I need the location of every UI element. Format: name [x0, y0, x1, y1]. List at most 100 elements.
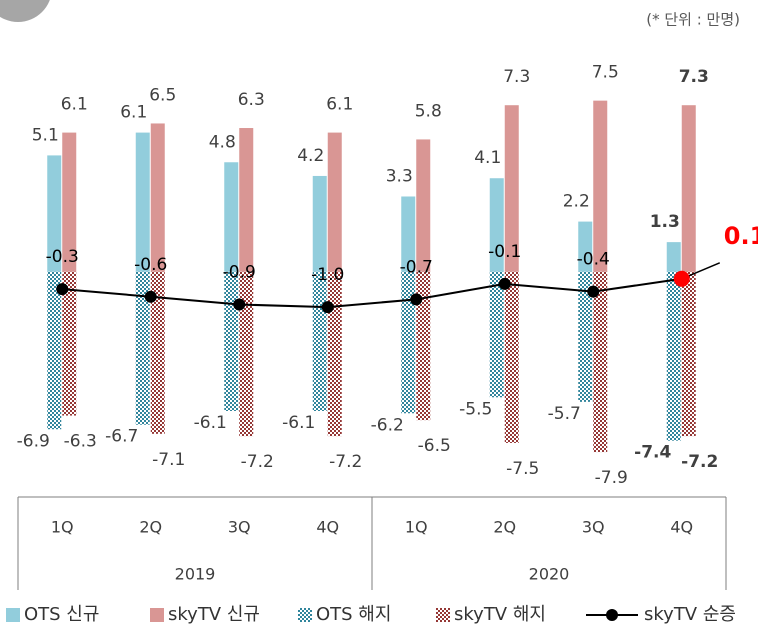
data-label: -1.0 [311, 265, 344, 285]
bar [135, 132, 150, 272]
data-label: 4.2 [297, 146, 324, 166]
bar [239, 128, 254, 272]
x-tick-label: 1Q [405, 518, 428, 537]
data-label: -5.7 [548, 404, 581, 424]
legend-swatch [436, 608, 450, 622]
marker [587, 285, 600, 298]
x-tick-label: 4Q [316, 518, 339, 537]
x-tick-label: 4Q [670, 518, 693, 537]
x-tick-label: 3Q [582, 518, 605, 537]
data-label: -7.2 [241, 452, 274, 472]
marker [673, 270, 690, 287]
data-label: 6.1 [326, 95, 353, 115]
legend-swatch [298, 608, 312, 622]
data-label: -7.2 [329, 452, 362, 472]
data-label: 0.1 [724, 222, 758, 250]
legend-label: skyTV 해지 [454, 604, 546, 625]
data-label: 6.1 [61, 95, 88, 115]
bar [416, 271, 431, 421]
group-label: 2020 [529, 565, 570, 584]
bar [312, 175, 327, 272]
data-label: 4.1 [474, 148, 501, 168]
bar [224, 162, 239, 272]
data-label: -6.7 [105, 427, 138, 447]
bar [62, 271, 77, 416]
data-label: 6.5 [149, 85, 176, 105]
data-label: 1.3 [650, 212, 680, 232]
data-label: -7.9 [595, 468, 628, 488]
bar [681, 271, 696, 437]
decoration [0, 0, 50, 22]
group-label: 2019 [175, 565, 216, 584]
bar [401, 196, 416, 272]
data-label: 6.1 [120, 103, 147, 123]
bar [666, 242, 681, 272]
marker [233, 298, 246, 311]
data-label: 3.3 [386, 166, 413, 186]
data-label: -6.1 [282, 413, 315, 433]
data-label: 7.5 [592, 63, 619, 83]
bar [593, 271, 608, 453]
unit-note: (* 단위 : 만명) [646, 11, 740, 29]
marker [498, 277, 511, 290]
legend-label: skyTV 신규 [168, 604, 260, 625]
bar [47, 155, 62, 272]
data-label: 7.3 [503, 67, 530, 87]
legend-swatch [150, 608, 164, 622]
data-label: -7.4 [634, 443, 671, 463]
data-label: -5.5 [459, 399, 492, 419]
data-label: -0.3 [46, 247, 79, 267]
data-label: -0.1 [488, 242, 521, 262]
x-tick-label: 1Q [51, 518, 74, 537]
bar [504, 105, 519, 272]
data-label: 5.8 [415, 101, 442, 121]
marker [56, 283, 69, 296]
data-label: -6.3 [64, 432, 97, 452]
data-label: -7.2 [681, 452, 718, 472]
bar [666, 271, 681, 441]
bar [327, 271, 342, 437]
data-label: 4.8 [209, 132, 236, 152]
bar [62, 132, 77, 272]
legend-label: skyTV 순증 [644, 604, 736, 625]
bar [416, 139, 431, 272]
data-label: 2.2 [563, 192, 590, 212]
bar [47, 271, 62, 430]
bar [489, 178, 504, 272]
bar [593, 100, 608, 272]
bar [135, 271, 150, 425]
legend-label: OTS 해지 [316, 604, 391, 625]
bar [327, 132, 342, 272]
bar [504, 271, 519, 443]
bar [489, 271, 504, 398]
x-tick-label: 3Q [228, 518, 251, 537]
line [62, 277, 682, 309]
x-tick-label: 2Q [139, 518, 162, 537]
bar [224, 271, 239, 411]
bar [681, 105, 696, 272]
bar [239, 271, 254, 437]
legend-swatch [6, 608, 20, 622]
data-label: -7.1 [152, 450, 185, 470]
data-label: 7.3 [679, 67, 709, 87]
marker [321, 301, 334, 314]
data-label: -0.6 [134, 255, 167, 275]
data-label: -0.4 [577, 250, 610, 270]
bar [150, 123, 165, 272]
bar [578, 271, 593, 402]
bar [312, 271, 327, 411]
data-label: -7.5 [506, 459, 539, 479]
data-label: 6.3 [238, 90, 265, 110]
data-label: -0.9 [223, 263, 256, 283]
bar [401, 271, 416, 414]
bar [578, 221, 593, 272]
legend-marker [606, 609, 618, 621]
data-label: -0.7 [400, 257, 433, 277]
x-tick-label: 2Q [493, 518, 516, 537]
data-label: -6.9 [17, 431, 50, 451]
data-label: -6.2 [371, 415, 404, 435]
marker [410, 293, 423, 306]
legend-label: OTS 신규 [24, 604, 99, 625]
marker [144, 290, 157, 303]
